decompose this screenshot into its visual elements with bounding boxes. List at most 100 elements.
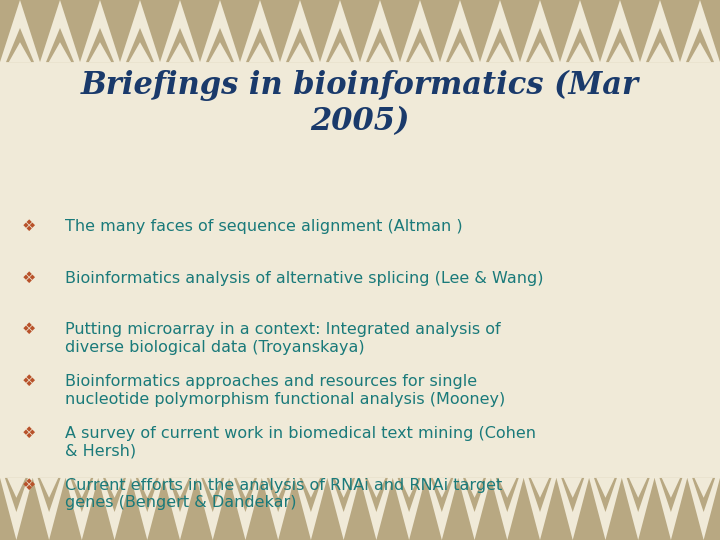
Polygon shape <box>557 478 589 540</box>
Polygon shape <box>89 42 111 62</box>
Polygon shape <box>80 0 120 62</box>
Polygon shape <box>329 42 351 62</box>
Polygon shape <box>465 478 484 498</box>
Polygon shape <box>523 478 557 540</box>
Text: ❖: ❖ <box>22 426 36 441</box>
Polygon shape <box>463 478 486 512</box>
Polygon shape <box>73 478 91 498</box>
Polygon shape <box>498 478 516 498</box>
Polygon shape <box>46 28 74 62</box>
Polygon shape <box>594 478 617 512</box>
Polygon shape <box>103 478 126 512</box>
Polygon shape <box>622 478 654 540</box>
Text: ❖: ❖ <box>22 219 36 234</box>
Polygon shape <box>662 478 680 498</box>
Polygon shape <box>0 478 32 540</box>
Polygon shape <box>32 478 66 540</box>
Polygon shape <box>197 478 229 540</box>
Polygon shape <box>105 478 124 498</box>
Polygon shape <box>360 478 392 540</box>
Polygon shape <box>286 28 314 62</box>
Polygon shape <box>489 42 511 62</box>
Polygon shape <box>37 478 60 512</box>
Polygon shape <box>531 478 549 498</box>
Polygon shape <box>246 28 274 62</box>
Text: Briefings in bioinformatics (Mar
2005): Briefings in bioinformatics (Mar 2005) <box>81 70 639 137</box>
Polygon shape <box>0 0 40 62</box>
Polygon shape <box>496 478 518 512</box>
Polygon shape <box>365 478 388 512</box>
Polygon shape <box>566 28 594 62</box>
Polygon shape <box>129 42 151 62</box>
Polygon shape <box>367 478 385 498</box>
Polygon shape <box>98 478 131 540</box>
Polygon shape <box>392 478 426 540</box>
Polygon shape <box>654 478 688 540</box>
Polygon shape <box>171 478 189 498</box>
Polygon shape <box>204 478 222 498</box>
Text: The many faces of sequence alignment (Altman ): The many faces of sequence alignment (Al… <box>65 219 462 234</box>
Text: ❖: ❖ <box>22 271 36 286</box>
Polygon shape <box>446 28 474 62</box>
Polygon shape <box>589 478 622 540</box>
Polygon shape <box>200 0 240 62</box>
Polygon shape <box>600 0 640 62</box>
Text: Current efforts in the analysis of RNAi and RNAi target
genes (Bengert & Dandeka: Current efforts in the analysis of RNAi … <box>65 478 502 510</box>
Polygon shape <box>528 478 552 512</box>
Polygon shape <box>202 478 224 512</box>
Polygon shape <box>269 478 287 498</box>
Polygon shape <box>206 28 234 62</box>
Text: ❖: ❖ <box>22 374 36 389</box>
Polygon shape <box>649 42 671 62</box>
Polygon shape <box>564 478 582 498</box>
Polygon shape <box>433 478 451 498</box>
Polygon shape <box>262 478 294 540</box>
Polygon shape <box>138 478 156 498</box>
Polygon shape <box>606 28 634 62</box>
Polygon shape <box>640 0 680 62</box>
Polygon shape <box>400 0 440 62</box>
Polygon shape <box>163 478 197 540</box>
Polygon shape <box>166 28 194 62</box>
Polygon shape <box>629 478 647 498</box>
Polygon shape <box>6 28 34 62</box>
Bar <box>0 0 720 62</box>
Polygon shape <box>294 478 328 540</box>
Polygon shape <box>86 28 114 62</box>
Polygon shape <box>562 478 584 512</box>
Polygon shape <box>680 0 720 62</box>
Polygon shape <box>491 478 523 540</box>
Polygon shape <box>569 42 591 62</box>
Polygon shape <box>234 478 257 512</box>
Polygon shape <box>400 478 418 498</box>
Polygon shape <box>560 0 600 62</box>
Text: ❖: ❖ <box>22 478 36 493</box>
Polygon shape <box>409 42 431 62</box>
Polygon shape <box>209 42 231 62</box>
Polygon shape <box>249 42 271 62</box>
Polygon shape <box>695 478 713 498</box>
Polygon shape <box>369 42 391 62</box>
Polygon shape <box>688 478 720 540</box>
Polygon shape <box>626 478 649 512</box>
Polygon shape <box>300 478 323 512</box>
Polygon shape <box>486 28 514 62</box>
Text: ❖: ❖ <box>22 322 36 338</box>
Polygon shape <box>9 42 31 62</box>
Polygon shape <box>266 478 289 512</box>
Polygon shape <box>40 478 58 498</box>
Polygon shape <box>280 0 320 62</box>
Polygon shape <box>289 42 311 62</box>
Polygon shape <box>431 478 454 512</box>
Polygon shape <box>71 478 94 512</box>
Polygon shape <box>406 28 434 62</box>
Text: Bioinformatics analysis of alternative splicing (Lee & Wang): Bioinformatics analysis of alternative s… <box>65 271 544 286</box>
Polygon shape <box>320 0 360 62</box>
Polygon shape <box>136 478 158 512</box>
Polygon shape <box>660 478 683 512</box>
Polygon shape <box>168 478 192 512</box>
Polygon shape <box>397 478 420 512</box>
Text: A survey of current work in biomedical text mining (Cohen
& Hersh): A survey of current work in biomedical t… <box>65 426 536 458</box>
Polygon shape <box>335 478 353 498</box>
Bar <box>0 478 720 540</box>
